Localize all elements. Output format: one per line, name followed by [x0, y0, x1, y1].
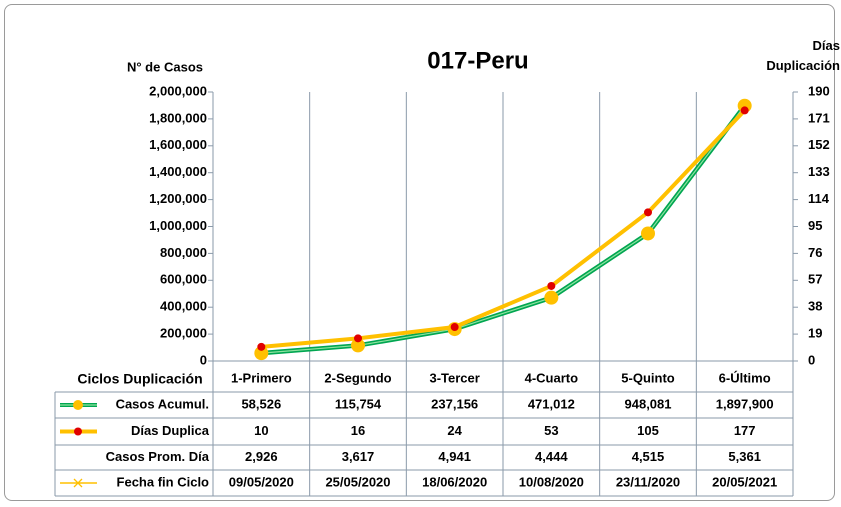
table-cell: 471,012 [528, 396, 575, 411]
y-tick-label: 200,000 [160, 326, 207, 341]
table-cell: 4,515 [632, 449, 665, 464]
x-tick-label: 6-Último [719, 370, 771, 385]
y2-tick-label: 171 [808, 110, 830, 125]
y2-tick-label: 152 [808, 137, 830, 152]
y-tick-label: 1,400,000 [149, 164, 207, 179]
marker [641, 226, 655, 241]
table-cell: 105 [637, 423, 659, 438]
marker [354, 334, 362, 343]
table-cell: 18/06/2020 [422, 474, 487, 489]
y2-tick-label: 0 [808, 352, 815, 367]
y-tick-label: 2,000,000 [149, 83, 207, 98]
marker [644, 208, 652, 217]
table-cell: 948,081 [625, 396, 672, 411]
table-cell: 3,617 [342, 449, 375, 464]
marker [351, 338, 365, 353]
table-cell: 25/05/2020 [325, 474, 390, 489]
marker [547, 281, 556, 290]
y2-tick-label: 190 [808, 83, 830, 98]
table-cell: 115,754 [335, 396, 382, 411]
x-tick-label: 2-Segundo [324, 370, 391, 385]
y2-tick-label: 76 [808, 245, 822, 260]
chart-title: 017-Peru [427, 47, 528, 74]
x-tick-label: 5-Quinto [621, 370, 674, 385]
legend-marker [74, 427, 82, 436]
line [261, 109, 747, 349]
table-cell: 10/08/2020 [519, 474, 584, 489]
y-tick-label: 1,800,000 [149, 110, 207, 125]
table-cell: 5,361 [728, 449, 761, 464]
marker [450, 323, 459, 332]
y2-axis-label: Días Duplicación [766, 38, 840, 73]
chart-frame [4, 4, 835, 501]
legend-marker [73, 478, 83, 488]
y-tick-label: 400,000 [160, 299, 207, 314]
legend-label: Días Duplica [131, 423, 210, 438]
table-cell: 10 [254, 423, 268, 438]
y2-tick-label: 19 [808, 326, 822, 341]
legend-label: Fecha fin Ciclo [117, 474, 210, 489]
table-cell: 58,526 [241, 396, 281, 411]
table-cell: 1,897,900 [716, 396, 774, 411]
y2-tick-label: 95 [808, 218, 822, 233]
table-cell: 53 [544, 423, 558, 438]
y2-tick-label: 57 [808, 272, 822, 287]
table-cell: 4,941 [438, 449, 471, 464]
table-cell: 4,444 [535, 449, 568, 464]
y-tick-label: 1,600,000 [149, 137, 207, 152]
y-tick-label: 1,000,000 [149, 218, 207, 233]
x-tick-label: 1-Primero [231, 370, 292, 385]
table-cell: 09/05/2020 [229, 474, 294, 489]
x-tick-label: 4-Cuarto [525, 370, 579, 385]
y-tick-label: 800,000 [160, 245, 207, 260]
table-cell: 16 [351, 423, 365, 438]
x-tick-label: 3-Tercer [429, 370, 479, 385]
table-cell: 237,156 [431, 396, 478, 411]
line-highlight [261, 105, 746, 354]
marker [257, 342, 266, 351]
y-tick-label: 0 [200, 352, 207, 367]
y-tick-label: 600,000 [160, 272, 207, 287]
categories-label: Ciclos Duplicación [77, 371, 202, 387]
table-cell: 24 [447, 423, 462, 438]
y-tick-label: 1,200,000 [149, 191, 207, 206]
y2-tick-label: 133 [808, 164, 830, 179]
table-cell: 2,926 [245, 449, 278, 464]
y2-tick-label: 38 [808, 299, 822, 314]
legend-label: Casos Prom. Día [106, 449, 210, 464]
table-cell: 20/05/2021 [712, 474, 777, 489]
marker [740, 106, 749, 115]
table-cell: 23/11/2020 [616, 474, 680, 489]
table-cell: 177 [734, 423, 756, 438]
marker [254, 346, 269, 361]
marker [544, 290, 559, 305]
legend-marker [73, 400, 83, 410]
y2-tick-label: 114 [808, 191, 830, 206]
legend-label: Casos Acumul. [116, 396, 209, 411]
y-axis-label: N° de Casos [127, 59, 203, 74]
